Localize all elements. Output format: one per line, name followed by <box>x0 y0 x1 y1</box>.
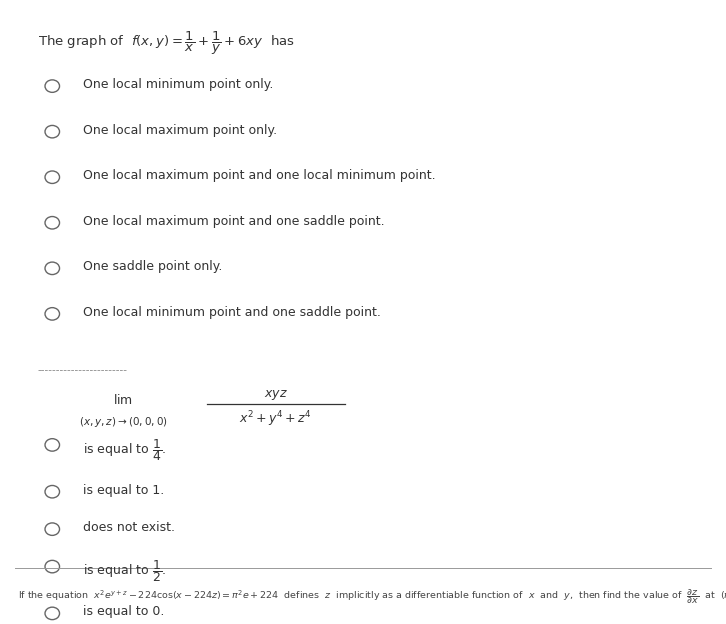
Text: One local minimum point and one saddle point.: One local minimum point and one saddle p… <box>83 306 381 319</box>
Text: does not exist.: does not exist. <box>83 521 176 534</box>
Text: One local maximum point and one local minimum point.: One local maximum point and one local mi… <box>83 169 436 182</box>
Text: One local maximum point and one saddle point.: One local maximum point and one saddle p… <box>83 215 385 228</box>
Text: $x^2+y^4+z^4$: $x^2+y^4+z^4$ <box>240 409 312 429</box>
Text: The graph of  $f(x,y)=\dfrac{1}{x}+\dfrac{1}{y}+6xy$  has: The graph of $f(x,y)=\dfrac{1}{x}+\dfrac… <box>38 30 295 57</box>
Text: If the equation  $x^2e^{y+z}-224\cos(x-224z)=\pi^2e+224$  defines  $z$  implicit: If the equation $x^2e^{y+z}-224\cos(x-22… <box>18 587 726 605</box>
Text: $\mathrm{lim}$: $\mathrm{lim}$ <box>113 393 134 407</box>
Text: One local minimum point only.: One local minimum point only. <box>83 78 274 91</box>
Text: is equal to $\dfrac{1}{4}$.: is equal to $\dfrac{1}{4}$. <box>83 437 167 463</box>
Text: One local maximum point only.: One local maximum point only. <box>83 124 277 137</box>
Text: is equal to 1.: is equal to 1. <box>83 484 165 497</box>
Text: $(x,y,z)\to(0,0,0)$: $(x,y,z)\to(0,0,0)$ <box>79 415 168 429</box>
Text: One saddle point only.: One saddle point only. <box>83 260 223 273</box>
Text: is equal to 0.: is equal to 0. <box>83 605 165 618</box>
Text: ------------------------: ------------------------ <box>38 365 128 375</box>
Text: $xyz$: $xyz$ <box>264 388 287 402</box>
Text: is equal to $\dfrac{1}{2}$.: is equal to $\dfrac{1}{2}$. <box>83 558 167 585</box>
